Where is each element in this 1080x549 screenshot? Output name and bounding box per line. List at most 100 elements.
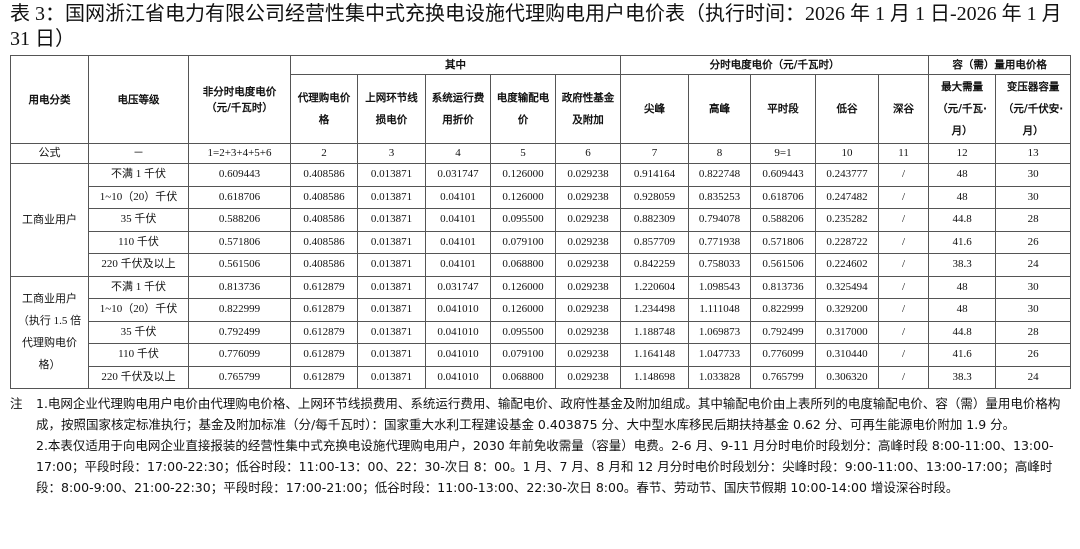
value-cell: 0.029238: [554, 208, 622, 232]
value-cell: 28: [995, 208, 1072, 232]
value-cell: 1.164148: [620, 343, 690, 367]
data-row: 工商业用户 不满 1 千伏 0.609443 0.408586 0.013871 0.03…: [10, 163, 1072, 277]
value-cell: 30: [995, 298, 1072, 322]
voltage-cell: 35 千伏: [88, 208, 189, 232]
value-cell: 0.792499: [750, 320, 817, 344]
value-cell: 30: [995, 185, 1072, 209]
header-cell: 容（需）量用电价格: [928, 55, 1072, 75]
value-cell: /: [878, 253, 930, 277]
value-cell: 0.029238: [554, 343, 622, 367]
formula-cell: 4: [425, 143, 491, 164]
value-cell: /: [878, 163, 930, 187]
value-cell: 0.013871: [357, 275, 426, 299]
value-cell: 0.317000: [815, 320, 880, 344]
formula-cell: 5: [490, 143, 556, 164]
voltage-cell: 110 千伏: [88, 230, 189, 254]
value-cell: 0.013871: [357, 320, 426, 344]
header-row: 用电分类 电压等级 非分时电度电价（元/千瓦时） 其中 分时电度电价（元/千瓦时…: [10, 55, 1072, 144]
data-row: 220 千伏及以上 0.765799 0.612879 0.013871 0.04101…: [11, 365, 1072, 389]
value-cell: 0.013871: [357, 253, 426, 277]
header-cell: 政府性基金及附加: [554, 74, 622, 144]
notes: 注 1.电网企业代理购电用户电价由代理购电价格、上网环节线损费用、系统运行费用、…: [10, 393, 1072, 498]
value-cell: 0.041010: [425, 298, 491, 322]
category-cell: 工商业用户（执行 1.5 倍代理购电价格）: [10, 275, 89, 389]
header-cell: 平时段: [750, 74, 817, 144]
header-cell: 用电分类: [10, 55, 89, 144]
value-cell: 0.408586: [290, 185, 358, 209]
value-cell: 0.408586: [290, 208, 358, 232]
value-cell: 0.041010: [425, 320, 491, 344]
value-cell: 0.095500: [490, 320, 556, 344]
value-cell: /: [878, 298, 930, 322]
formula-cell: 10: [815, 143, 880, 164]
value-cell: 0.126000: [490, 298, 556, 322]
value-cell: 0.882309: [620, 208, 690, 232]
value-cell: 0.758033: [688, 253, 752, 277]
header-cell: 高峰: [688, 74, 752, 144]
price-table: 用电分类 电压等级 非分时电度电价（元/千瓦时） 其中 分时电度电价（元/千瓦时…: [10, 55, 1072, 389]
header-cell: 电压等级: [88, 55, 189, 144]
voltage-cell: 1~10（20）千伏: [88, 298, 189, 322]
value-cell: 0.612879: [290, 298, 358, 322]
value-cell: 0.771938: [688, 230, 752, 254]
value-cell: 0.013871: [357, 298, 426, 322]
value-cell: 0.04101: [425, 185, 491, 209]
value-cell: 30: [995, 163, 1072, 187]
value-cell: /: [878, 208, 930, 232]
value-cell: /: [878, 275, 930, 299]
value-cell: 0.013871: [357, 365, 426, 389]
value-cell: 0.612879: [290, 275, 358, 299]
voltage-cell: 35 千伏: [88, 320, 189, 344]
value-cell: 1.033828: [688, 365, 752, 389]
value-cell: 26: [995, 343, 1072, 367]
value-cell: 0.126000: [490, 275, 556, 299]
value-cell: 0.822748: [688, 163, 752, 187]
value-cell: 48: [928, 275, 997, 299]
value-cell: 0.571806: [188, 230, 291, 254]
value-cell: 0.235282: [815, 208, 880, 232]
data-row: 35 千伏 0.588206 0.408586 0.013871 0.04101 0.09…: [11, 208, 1072, 232]
value-cell: 0.068800: [490, 253, 556, 277]
value-cell: 0.612879: [290, 320, 358, 344]
value-cell: 0.079100: [490, 343, 556, 367]
formula-cell: 7: [620, 143, 690, 164]
formula-cell: 6: [554, 143, 622, 164]
value-cell: 0.095500: [490, 208, 556, 232]
value-cell: 0.029238: [554, 275, 622, 299]
value-cell: 0.031747: [425, 163, 491, 187]
formula-cell: －: [88, 143, 189, 164]
value-cell: 48: [928, 185, 997, 209]
value-cell: 38.3: [928, 253, 997, 277]
notes-label: 注: [10, 396, 23, 411]
value-cell: 0.588206: [750, 208, 817, 232]
value-cell: 0.013871: [357, 163, 426, 187]
voltage-cell: 不满 1 千伏: [88, 275, 189, 299]
value-cell: 0.029238: [554, 253, 622, 277]
formula-cell: 11: [878, 143, 930, 164]
value-cell: 0.228722: [815, 230, 880, 254]
value-cell: 0.571806: [750, 230, 817, 254]
value-cell: 0.588206: [188, 208, 291, 232]
formula-cell: 9=1: [750, 143, 817, 164]
table-header: 用电分类 电压等级 非分时电度电价（元/千瓦时） 其中 分时电度电价（元/千瓦时…: [10, 55, 1072, 144]
value-cell: 0.029238: [554, 163, 622, 187]
data-row: 35 千伏 0.792499 0.612879 0.013871 0.041010 0.0…: [11, 320, 1072, 344]
data-row: 1~10（20）千伏 0.822999 0.612879 0.013871 0.0410…: [11, 298, 1072, 322]
value-cell: 24: [995, 253, 1072, 277]
value-cell: 1.098543: [688, 275, 752, 299]
value-cell: 0.612879: [290, 365, 358, 389]
header-row: 代理购电价格 上网环节线损电价 系统运行费用折价 电度输配电价 政府性基金及附加 尖峰 高峰…: [11, 74, 1072, 144]
voltage-cell: 1~10（20）千伏: [88, 185, 189, 209]
value-cell: 0.776099: [750, 343, 817, 367]
header-cell: 代理购电价格: [290, 74, 358, 144]
value-cell: 1.220604: [620, 275, 690, 299]
value-cell: 0.408586: [290, 230, 358, 254]
value-cell: 28: [995, 320, 1072, 344]
header-cell: 变压器容量（元/千伏安·月）: [995, 74, 1072, 144]
value-cell: 0.068800: [490, 365, 556, 389]
header-cell: 非分时电度电价（元/千瓦时）: [188, 55, 291, 144]
value-cell: 0.325494: [815, 275, 880, 299]
value-cell: 0.029238: [554, 320, 622, 344]
value-cell: 24: [995, 365, 1072, 389]
